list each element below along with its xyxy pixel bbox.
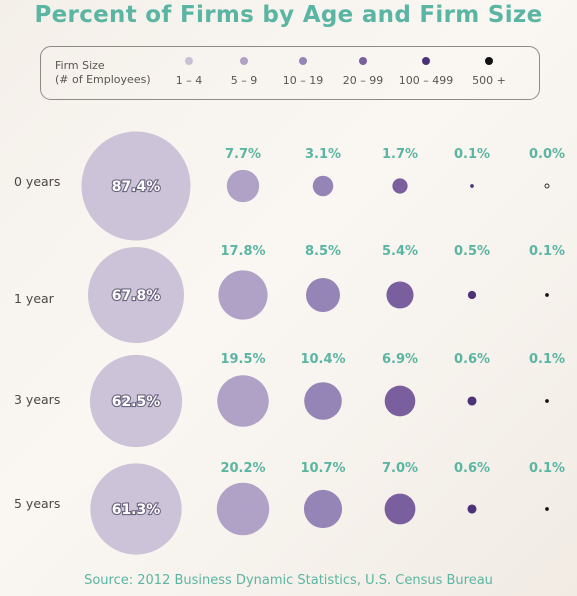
bubble-3-years-10-19 <box>304 382 342 420</box>
bubble-5-years-5-9 <box>216 482 270 536</box>
value-label-3-years-20-99: 6.9% <box>382 352 418 367</box>
legend-item-20-99: 20 – 99 <box>323 55 403 87</box>
legend-dot-20-99 <box>359 57 367 65</box>
value-label-5-years-5-9: 20.2% <box>220 461 265 476</box>
value-label-3-years-10-19: 10.4% <box>300 352 345 367</box>
bubble-0-years-5-9 <box>226 169 260 203</box>
value-label-5-years-500-plus: 0.1% <box>529 461 565 476</box>
legend-dot-5-9 <box>240 57 248 65</box>
row-label-3-years: 3 years <box>14 392 61 407</box>
value-label-5-years-100-499: 0.6% <box>454 461 490 476</box>
bubble-0-years-1-4 <box>81 131 191 241</box>
value-label-5-years-20-99: 7.0% <box>382 461 418 476</box>
bubble-3-years-100-499 <box>467 396 477 406</box>
value-label-3-years-100-499: 0.6% <box>454 352 490 367</box>
legend-label-1-4: 1 – 4 <box>175 74 203 87</box>
legend-dot-500-plus <box>485 57 493 65</box>
value-label-0-years-20-99: 1.7% <box>382 147 418 162</box>
value-label-5-years-10-19: 10.7% <box>300 461 345 476</box>
bubble-5-years-100-499 <box>467 504 477 514</box>
legend-title-line1: Firm Size <box>55 59 105 72</box>
bubble-5-years-1-4 <box>90 463 182 555</box>
row-label-1-year: 1 year <box>14 291 54 306</box>
value-label-3-years-1-4: 62.5% <box>112 394 161 410</box>
bubble-1-year-500-plus <box>545 293 549 297</box>
legend-dot-100-499 <box>422 57 430 65</box>
bubble-0-years-20-99 <box>392 178 408 194</box>
legend-label-20-99: 20 – 99 <box>342 74 384 87</box>
legend-label-500-plus: 500 + <box>472 74 506 87</box>
legend-label-5-9: 5 – 9 <box>230 74 258 87</box>
value-label-0-years-10-19: 3.1% <box>305 147 341 162</box>
row-label-5-years: 5 years <box>14 496 61 511</box>
value-label-0-years-100-499: 0.1% <box>454 147 490 162</box>
value-label-0-years-500-plus: 0.0% <box>529 147 565 162</box>
legend-item-100-499: 100 – 499 <box>386 55 466 87</box>
bubble-0-years-10-19 <box>312 175 334 197</box>
value-label-3-years-5-9: 19.5% <box>220 352 265 367</box>
value-label-1-year-1-4: 67.8% <box>112 288 161 304</box>
bubble-1-year-100-499 <box>467 290 477 300</box>
value-label-1-year-20-99: 5.4% <box>382 244 418 259</box>
value-label-1-year-100-499: 0.5% <box>454 244 490 259</box>
value-label-3-years-500-plus: 0.1% <box>529 352 565 367</box>
legend-item-500-plus: 500 + <box>449 55 529 87</box>
legend-item-1-4: 1 – 4 <box>149 55 229 87</box>
legend-item-10-19: 10 – 19 <box>263 55 343 87</box>
value-label-1-year-10-19: 8.5% <box>305 244 341 259</box>
legend-label-100-499: 100 – 499 <box>398 74 454 87</box>
value-label-0-years-5-9: 7.7% <box>225 147 261 162</box>
bubble-3-years-1-4 <box>89 354 183 448</box>
bubble-5-years-500-plus <box>545 507 549 511</box>
bubble-1-year-10-19 <box>306 278 340 312</box>
legend-title-line2: (# of Employees) <box>55 73 151 86</box>
value-label-1-year-500-plus: 0.1% <box>529 244 565 259</box>
bubble-1-year-20-99 <box>386 281 414 309</box>
bubble-3-years-20-99 <box>384 385 416 417</box>
value-label-1-year-5-9: 17.8% <box>220 244 265 259</box>
bubble-1-year-5-9 <box>218 270 268 320</box>
row-label-0-years: 0 years <box>14 174 61 189</box>
bubble-5-years-20-99 <box>384 493 416 525</box>
value-label-5-years-1-4: 61.3% <box>112 502 161 518</box>
legend-title: Firm Size (# of Employees) <box>55 59 151 87</box>
bubble-1-year-1-4 <box>87 246 185 344</box>
bubble-0-years-100-499 <box>470 184 474 188</box>
legend-label-10-19: 10 – 19 <box>282 74 324 87</box>
bubble-5-years-10-19 <box>303 489 343 529</box>
legend-dot-1-4 <box>185 57 193 65</box>
bubble-0-years-500-plus <box>544 183 550 189</box>
legend-dot-10-19 <box>299 57 307 65</box>
value-label-0-years-1-4: 87.4% <box>112 179 161 195</box>
chart-title: Percent of Firms by Age and Firm Size <box>34 2 543 28</box>
bubble-3-years-500-plus <box>545 399 549 403</box>
legend-item-5-9: 5 – 9 <box>204 55 284 87</box>
source-note: Source: 2012 Business Dynamic Statistics… <box>84 573 493 588</box>
legend: Firm Size (# of Employees) 1 – 4 5 – 9 1… <box>40 46 540 100</box>
bubble-3-years-5-9 <box>217 375 269 427</box>
